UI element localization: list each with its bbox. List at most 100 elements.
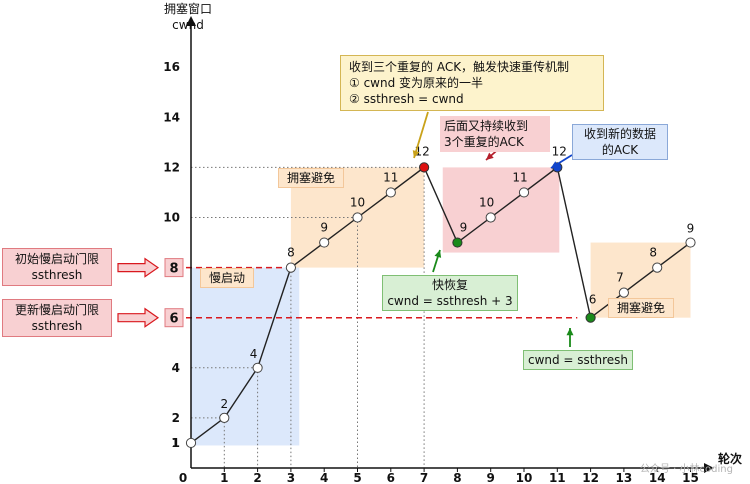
congestion-avoid-text-2: 拥塞避免: [616, 301, 665, 315]
x-tick-4: 4: [320, 471, 328, 484]
x-tick-12: 12: [582, 471, 599, 484]
more-dup-ack-note: 后面又持续收到 3个重复的ACK: [440, 116, 550, 152]
data-point-14: [652, 262, 663, 273]
data-label-9: 10: [479, 196, 494, 210]
data-point-2: [252, 362, 263, 373]
y-tick-12: 12: [163, 160, 180, 174]
data-point-3: [285, 262, 296, 273]
data-label-6: 11: [383, 170, 398, 184]
x-axis-title: 轮次: [718, 451, 742, 466]
init-ssthresh-text-2: ssthresh: [31, 268, 83, 282]
data-label-4: 9: [320, 221, 328, 235]
x-tick-13: 13: [616, 471, 633, 484]
data-point-6: [385, 187, 396, 198]
x-tick-2: 2: [253, 471, 261, 484]
new-data-arrow-head: [551, 161, 559, 168]
y-tick-box-8: [164, 258, 184, 278]
data-label-13: 7: [616, 271, 624, 285]
x-tick-5: 5: [353, 471, 361, 484]
x-tick-11: 11: [549, 471, 566, 484]
y-axis-subtitle: cwnd: [172, 18, 204, 32]
y-tick-4: 4: [172, 361, 180, 375]
data-label-12: 6: [589, 293, 597, 307]
more-dup-ack-text-2: 3个重复的ACK: [444, 135, 524, 149]
slow-start-label: 慢启动: [200, 268, 254, 288]
data-label-8: 9: [460, 221, 468, 235]
x-tick-1: 1: [220, 471, 228, 484]
fast-recovery-text-2: cwnd = ssthresh + 3: [387, 294, 513, 308]
ssthresh-arrow-8: [117, 257, 160, 278]
data-point-10: [518, 187, 530, 198]
data-point-1: [219, 412, 230, 423]
fast-recovery-note: 快恢复 cwnd = ssthresh + 3: [382, 275, 518, 311]
data-point-0: [185, 437, 197, 449]
watermark-text: 公众号 · 小林coding: [640, 464, 733, 475]
triple-dup-ack-text-2: ① cwnd 变为原来的一半: [349, 76, 484, 90]
y-tick-8: 8: [169, 262, 178, 277]
slow-start-text: 慢启动: [208, 271, 245, 285]
cwnd-line: [190, 166, 691, 444]
data-label-10: 11: [512, 170, 527, 184]
data-point-12: [585, 312, 596, 323]
congestion-avoid-label-2: 拥塞避免: [608, 298, 674, 318]
y-tick-1: 1: [172, 436, 180, 450]
data-point-8: [452, 237, 463, 248]
x-tick-3: 3: [287, 471, 295, 484]
data-label-7: 12: [414, 144, 429, 158]
cwnd-eq-arrow-head: [566, 328, 574, 336]
y-axis-title: 拥塞窗口: [164, 1, 212, 16]
update-ssthresh-text-2: ssthresh: [31, 319, 83, 333]
data-label-2: 4: [250, 347, 258, 361]
init-ssthresh-label: 初始慢启动门限 ssthresh: [2, 248, 112, 286]
triple-ack-arrow-head: [412, 150, 420, 158]
cwnd-equals-ssthresh-text: cwnd = ssthresh: [527, 353, 629, 367]
x-tick-10: 10: [516, 471, 533, 484]
congestion-avoid-label-1: 拥塞避免: [278, 168, 344, 188]
x-tick-15: 15: [682, 471, 699, 484]
data-label-14: 8: [649, 246, 657, 260]
watermark: 公众号 · 小林coding: [640, 462, 748, 478]
slow-start-region: [191, 267, 300, 446]
triple-dup-ack-text-3: ② ssthresh = cwnd: [349, 92, 464, 106]
triple-ack-arrow: [413, 111, 429, 159]
data-point-13: [618, 287, 630, 298]
x-tick-14: 14: [649, 471, 666, 484]
congestion-avoid-text-1: 拥塞避免: [286, 171, 335, 185]
init-ssthresh-text-1: 初始慢启动门限: [14, 252, 99, 266]
ssthresh-arrow-6: [117, 307, 160, 328]
x-tick-8: 8: [453, 471, 461, 484]
new-data-ack-note: 收到新的数据 的ACK: [572, 124, 668, 160]
triple-dup-ack-text-1: 收到三个重复的 ACK，触发快速重传机制: [349, 60, 570, 74]
fast-recovery-text-1: 快恢复: [431, 278, 468, 292]
data-label-1: 2: [220, 397, 228, 411]
y-tick-6: 6: [169, 312, 178, 327]
new-data-ack-text-1: 收到新的数据: [583, 127, 656, 141]
data-label-11: 12: [552, 144, 567, 158]
x-tick-7: 7: [420, 471, 428, 484]
fast-recovery-arrow-head: [434, 250, 442, 258]
update-ssthresh-label: 更新慢启动门限 ssthresh: [2, 299, 112, 337]
y-tick-14: 14: [163, 110, 180, 124]
more-dup-arrow-head: [486, 152, 494, 160]
data-point-7: [419, 162, 430, 173]
y-tick-16: 16: [163, 60, 180, 74]
data-label-5: 10: [350, 196, 365, 210]
new-data-ack-text-2: 的ACK: [601, 143, 639, 157]
data-point-15: [685, 237, 696, 248]
more-dup-ack-text-1: 后面又持续收到: [444, 119, 529, 133]
x-tick-0: 0: [179, 471, 187, 484]
data-point-4: [319, 237, 330, 248]
data-point-9: [485, 212, 496, 223]
x-tick-6: 6: [387, 471, 395, 484]
y-tick-2: 2: [172, 411, 180, 425]
y-tick-10: 10: [163, 211, 180, 225]
y-tick-box-6: [164, 308, 184, 328]
data-label-3: 8: [287, 246, 295, 260]
data-point-5: [352, 212, 363, 223]
data-label-15: 9: [687, 222, 695, 236]
triple-dup-ack-note: 收到三个重复的 ACK，触发快速重传机制 ① cwnd 变为原来的一半 ② ss…: [340, 55, 604, 111]
x-tick-9: 9: [487, 471, 495, 484]
cwnd-equals-ssthresh-note: cwnd = ssthresh: [523, 350, 633, 370]
data-label-0: 1: [171, 436, 179, 450]
